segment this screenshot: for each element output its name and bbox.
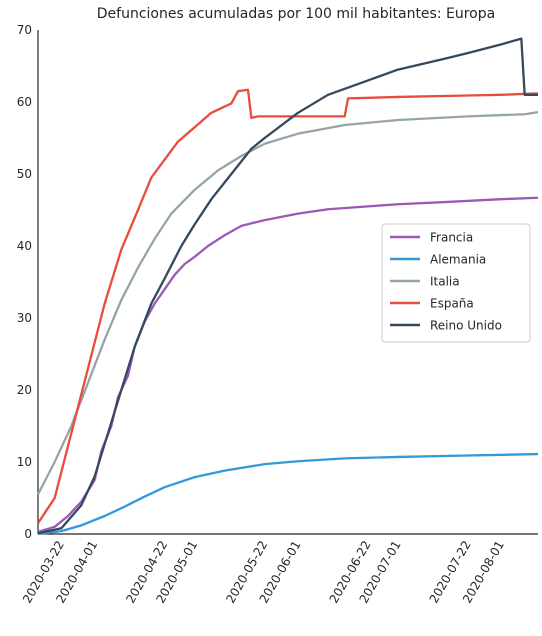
y-tick-label: 20 — [17, 383, 32, 397]
chart-title: Defunciones acumuladas por 100 mil habit… — [97, 6, 495, 22]
y-tick-label: 40 — [17, 239, 32, 253]
y-axis: 0 10 20 30 40 50 60 70 — [17, 23, 39, 541]
series-lines — [36, 37, 539, 536]
legend-label: España — [430, 297, 474, 311]
y-tick-label: 60 — [17, 95, 32, 109]
legend-label: Reino Unido — [430, 319, 502, 333]
series-line-espana — [37, 88, 539, 524]
legend-label: Alemania — [430, 253, 486, 267]
y-tick-label: 0 — [24, 527, 32, 541]
legend-label: Italia — [430, 275, 460, 289]
legend: Francia Alemania Italia España Reino Unido — [381, 223, 531, 343]
y-tick-label: 10 — [17, 455, 32, 469]
series-line-alemania — [37, 452, 539, 536]
series-line-reino-unido — [37, 37, 538, 535]
legend-box — [381, 223, 531, 343]
y-tick-label: 70 — [17, 23, 32, 37]
y-tick-label: 30 — [17, 311, 32, 325]
series-line-italia — [36, 110, 539, 495]
legend-label: Francia — [430, 231, 473, 245]
y-tick-label: 50 — [17, 167, 32, 181]
